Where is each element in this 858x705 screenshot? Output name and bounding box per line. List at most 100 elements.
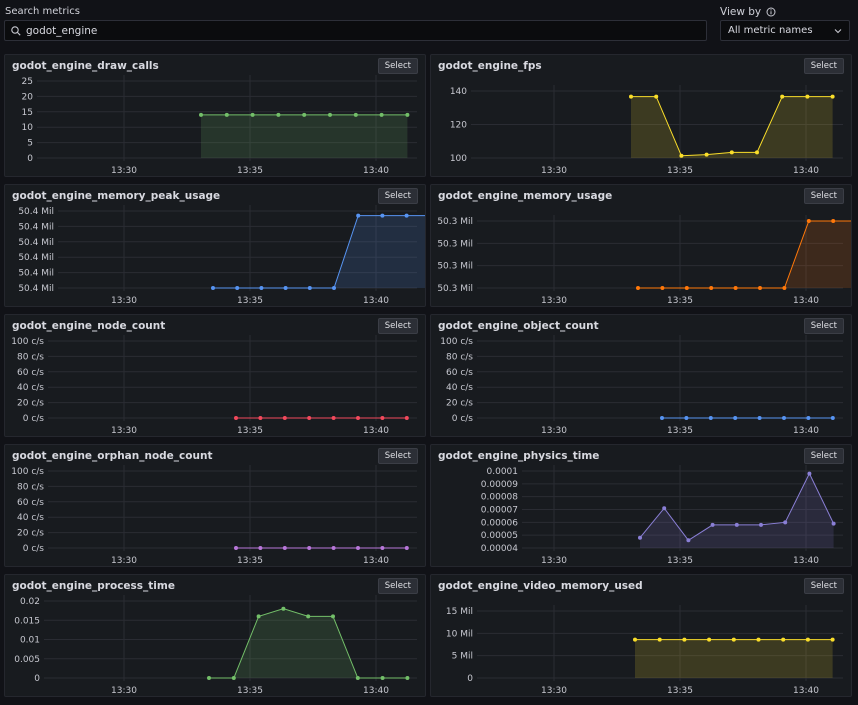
y-tick-label: 100 c/s [11,337,44,347]
search-icon [11,25,21,36]
select-button[interactable]: Select [377,188,418,204]
chart-svg: 140 120 100 13:30 13:35 13:40 [450,85,843,176]
panel-title: godot_engine_process_time [12,580,175,592]
y-tick-label: 15 Mil [446,607,473,617]
metric-panel: godot_engine_process_time Select 0.02 0.015… [4,574,426,697]
data-point [211,286,215,290]
chart-svg: 15 Mil 10 Mil 5 Mil 0 13:30 13:35 13:40 [446,605,843,696]
x-tick-label: 13:35 [667,166,693,176]
data-point [729,150,734,155]
data-point [379,112,384,117]
chart-svg: 100 c/s 80 c/s 60 c/s 40 c/s 20 c/s 0 c/s 13:3… [11,465,417,566]
search-label: Search metrics [5,6,80,17]
x-tick-label: 13:35 [237,296,263,306]
data-point [758,286,762,290]
x-tick-label: 13:30 [541,296,567,306]
y-tick-label: 40 c/s [17,383,44,393]
x-tick-label: 13:30 [111,426,137,436]
y-tick-label: 80 c/s [17,352,44,362]
data-point [629,94,633,99]
data-point [234,546,238,550]
chart-svg: 0.02 0.015 0.01 0.005 0 13:30 13:35 13:40 [14,595,417,696]
x-tick-label: 13:40 [793,686,819,696]
y-tick-label: 0.02 [20,597,40,607]
metric-panel: godot_engine_node_count Select 100 c/s 80 c… [4,314,426,437]
select-button[interactable]: Select [377,578,418,594]
y-tick-label: 20 [22,92,34,102]
chart-svg: 100 c/s 80 c/s 60 c/s 40 c/s 20 c/s 0 c/s 13:3… [440,335,843,436]
data-point [759,522,763,527]
data-point [353,112,358,117]
select-button[interactable]: Select [803,58,844,74]
data-point [332,286,336,290]
series-line [213,215,425,289]
select-button[interactable]: Select [803,318,844,334]
select-button[interactable]: Select [803,578,844,594]
y-tick-label: 0.00008 [481,493,518,503]
select-button[interactable]: Select [377,58,418,74]
data-point [405,112,410,117]
data-point [283,286,288,290]
select-button[interactable]: Select [803,448,844,464]
x-tick-label: 13:40 [363,426,389,436]
panel-title: godot_engine_memory_peak_usage [12,190,221,202]
y-tick-label: 0.00005 [481,531,518,541]
panel-title: godot_engine_object_count [438,320,599,332]
metric-panel: godot_engine_video_memory_used Select 15 M… [430,574,852,697]
select-button[interactable]: Select [803,188,844,204]
y-tick-label: 40 c/s [17,513,44,523]
y-tick-label: 50.3 Mil [437,239,473,249]
y-tick-label: 0 c/s [23,544,45,554]
y-tick-label: 50.4 Mil [18,222,54,232]
panel-title: godot_engine_orphan_node_count [12,450,213,462]
y-tick-label: 40 c/s [446,383,473,393]
y-tick-label: 0.00007 [481,506,518,516]
y-tick-label: 50.4 Mil [18,238,54,248]
y-tick-label: 0.00006 [481,518,518,528]
select-button[interactable]: Select [377,318,418,334]
metric-panel: godot_engine_physics_time Select 0.0001 0.0… [430,444,852,567]
select-button[interactable]: Select [377,448,418,464]
data-point [756,637,761,642]
data-point [686,538,691,543]
data-point [708,416,713,420]
data-point [224,112,229,117]
data-point [830,637,835,642]
data-point [234,416,238,420]
info-icon[interactable] [766,7,776,17]
data-point [684,416,689,420]
data-point [282,546,287,550]
data-point [782,416,786,420]
series-area [209,608,408,678]
panel-title: godot_engine_video_memory_used [438,580,643,592]
data-point [831,521,836,526]
data-point [404,416,409,420]
y-tick-label: 80 c/s [17,482,44,492]
y-tick-label: 15 [22,108,33,118]
search-box[interactable] [4,20,707,41]
y-tick-label: 50.3 Mil [437,217,473,227]
data-point [380,546,385,550]
y-tick-label: 0.015 [14,616,40,626]
data-point [306,614,311,619]
data-point [307,416,312,420]
panel-title: godot_engine_physics_time [438,450,600,462]
y-tick-label: 60 c/s [17,368,44,378]
panel-title: godot_engine_fps [438,60,542,72]
data-point [302,112,307,117]
y-tick-label: 60 c/s [446,368,473,378]
x-tick-label: 13:35 [237,166,263,176]
data-point [404,546,409,550]
x-tick-label: 13:30 [111,556,137,566]
x-tick-label: 13:35 [667,426,693,436]
data-point [662,506,667,511]
metric-panel: godot_engine_draw_calls Select 25 20 15 10 5 0 1… [4,54,426,177]
view-by-select[interactable]: All metric names [720,20,850,41]
y-tick-label: 0 [34,674,40,684]
series-area [201,114,408,158]
x-tick-label: 13:30 [541,556,567,566]
data-point [734,522,739,527]
data-point [404,213,409,218]
data-point [710,522,715,527]
search-input[interactable] [26,24,626,37]
